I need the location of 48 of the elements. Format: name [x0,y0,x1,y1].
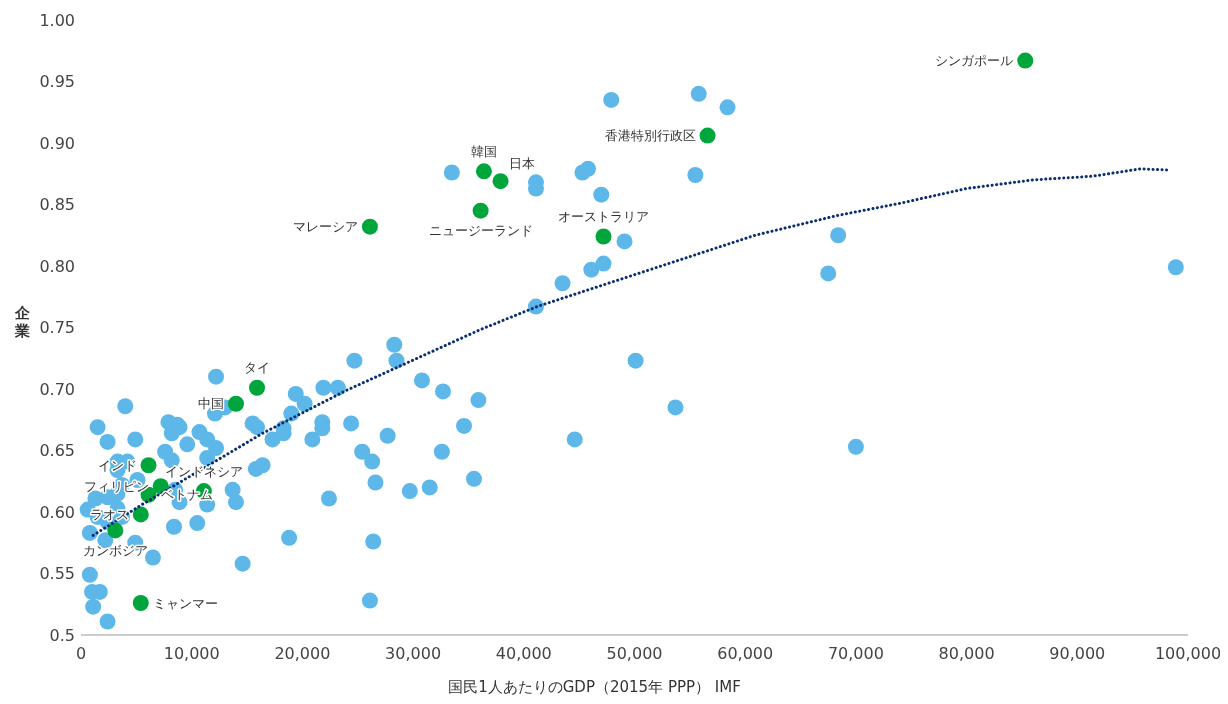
point [361,218,378,235]
point [140,457,157,474]
x-tick-label: 90,000 [1049,644,1106,663]
y-tick-label: 0.80 [39,256,75,276]
x-tick-label: 60,000 [717,644,774,663]
point [492,173,509,190]
point [249,379,266,396]
annotation: オーストラリア [558,209,649,225]
point [132,595,149,612]
point [1017,52,1034,69]
annotation: カンボジア [82,543,148,558]
x-tick-label: 80,000 [938,644,995,663]
y-tick-label: 0.60 [39,502,75,522]
point [475,163,492,180]
point [699,127,716,144]
y-axis-title: 企業 [13,303,31,340]
x-tick-label: 10,000 [163,644,220,663]
x-tick-label: 30,000 [385,644,442,663]
y-tick-label: 0.55 [39,564,75,584]
annotation: 韓国 [470,143,497,159]
x-tick-label: 40,000 [495,644,552,663]
x-axis-title: 国民1人あたりのGDP（2015年 PPP） IMF [448,678,741,696]
point [107,522,124,539]
x-tick-label: 20,000 [274,644,331,663]
annotation: マレーシア [292,219,358,235]
annotation: 香港特別行政区 [604,128,696,144]
point [132,506,149,523]
y-tick-label: 0.75 [39,318,75,338]
annotation: ニュージーランド [428,223,533,239]
annotation: インド [97,457,137,473]
annotation: 日本 [508,155,535,171]
annotation: シンガポール [935,53,1014,69]
point [472,202,489,219]
y-tick-label: 0.85 [39,195,75,215]
y-tick-label: 1.00 [39,10,75,30]
y-tick-label: 0.5 [49,625,75,645]
x-tick-label: 50,000 [606,644,663,663]
y-tick-label: 0.95 [39,72,75,92]
y-tick-label: 0.65 [39,441,75,461]
x-tick-label: 70,000 [827,644,884,663]
point [595,228,612,245]
annotation: ミャンマー [152,595,218,611]
y-tick-label: 0.70 [39,379,75,399]
x-tick-label: 100,000 [1154,644,1222,663]
annotation: タイ [244,360,271,376]
point [227,395,244,412]
x-tick-label: 0 [75,644,87,663]
y-tick-label: 0.90 [39,133,75,153]
